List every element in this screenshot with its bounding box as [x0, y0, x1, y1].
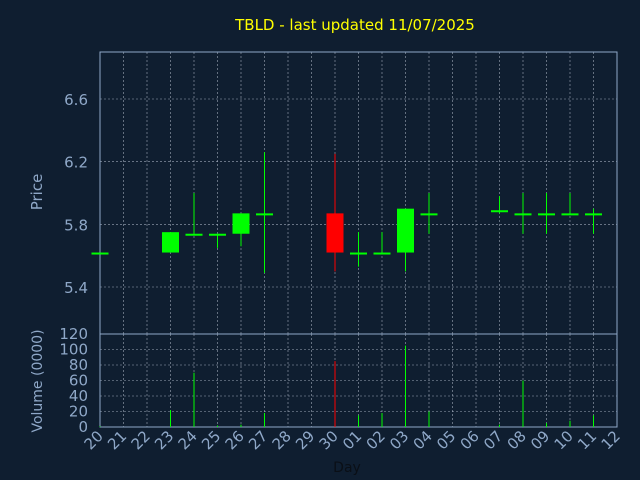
price-tick-label: 5.8 — [64, 216, 88, 234]
price-tick-label: 6.2 — [64, 154, 88, 172]
price-axis-label: Price — [28, 174, 46, 211]
candle-body — [162, 232, 179, 253]
candle-body — [514, 213, 532, 216]
chart-title: TBLD - last updated 11/07/2025 — [234, 16, 475, 34]
candle-body — [585, 213, 602, 216]
volume-tick-label: 120 — [59, 325, 88, 343]
price-tick-label: 6.6 — [64, 91, 88, 109]
candle-body — [350, 252, 367, 255]
volume-tick-label: 100 — [59, 341, 88, 359]
volume-tick-label: 60 — [69, 372, 88, 390]
volume-tick-label: 80 — [69, 356, 88, 374]
candle-body — [232, 213, 250, 234]
x-axis-label: Day — [333, 460, 361, 476]
price-panel: 5.4 5.8 6.2 6.6 — [64, 51, 618, 335]
candle-body — [256, 213, 273, 216]
candle-body — [185, 233, 203, 236]
candle-body — [491, 210, 508, 213]
volume-tick-label: 40 — [69, 387, 88, 405]
candle-body — [326, 213, 344, 253]
candle-body — [538, 213, 555, 216]
volume-tick-label: 0 — [78, 418, 88, 436]
candle-body — [91, 252, 109, 255]
candle-body — [397, 208, 414, 253]
candle-body — [561, 213, 579, 216]
volume-tick-label: 20 — [69, 403, 88, 421]
volume-axis-label: Volume (0000) — [30, 329, 46, 432]
price-tick-label: 5.4 — [64, 279, 88, 297]
candle-body — [209, 233, 226, 236]
candle-body — [373, 252, 391, 255]
x-axis: 2021222324252627282930010203040506070809… — [81, 427, 624, 453]
candle-body — [420, 213, 438, 216]
